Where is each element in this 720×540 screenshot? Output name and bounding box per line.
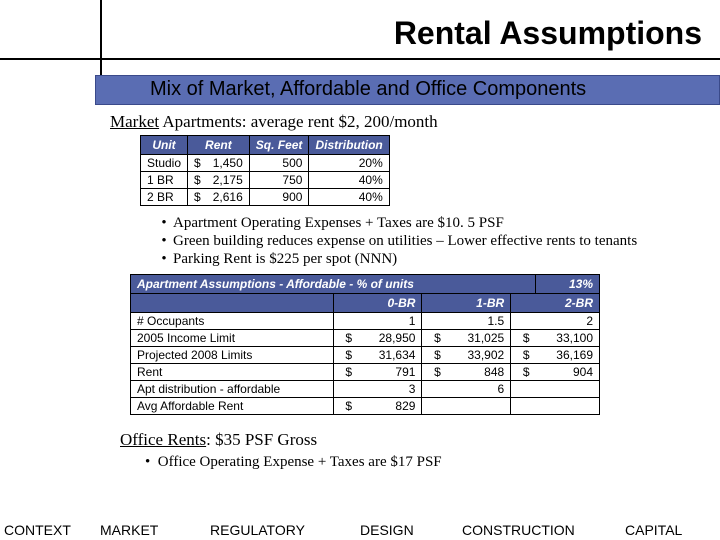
t2-header-main: Apartment Assumptions - Affordable - % o… [131,275,536,294]
bullet-icon: • [155,251,173,268]
nav-market[interactable]: MARKET [100,522,158,538]
affordable-table: Apartment Assumptions - Affordable - % o… [130,274,600,415]
bullet-icon: • [155,233,173,250]
t1-h-sqft: Sq. Feet [249,136,309,155]
table-row: Rent $791 $848 $904 [131,364,600,381]
t2-col2: 1-BR [422,294,511,313]
subtitle: Mix of Market, Affordable and Office Com… [150,78,586,101]
bullet-item: •Apartment Operating Expenses + Taxes ar… [155,215,637,232]
t2-col3: 2-BR [511,294,600,313]
market-label-underline: Market [110,112,159,131]
t2-header-pct: 13% [536,275,600,294]
horizontal-divider [0,58,720,60]
page-title: Rental Assumptions [394,15,702,52]
t1-h-dist: Distribution [309,136,389,155]
office-label-underline: Office Rents [120,430,206,449]
t2-col0 [131,294,334,313]
nav-capital[interactable]: CAPITAL [625,522,682,538]
table-row: Avg Affordable Rent $829 [131,398,600,415]
bullet-item: •Green building reduces expense on utili… [155,233,637,250]
bullet-item: •Parking Rent is $225 per spot (NNN) [155,251,637,268]
table-row: Studio $ 1,450 500 20% [141,155,390,172]
market-table: Unit Rent Sq. Feet Distribution Studio $… [140,135,390,206]
table-row: 2005 Income Limit $28,950 $31,025 $33,10… [131,330,600,347]
bullet-icon: • [145,454,158,470]
t2-col1: 0-BR [333,294,422,313]
nav-regulatory[interactable]: REGULATORY [210,522,305,538]
market-heading: Market Apartments: average rent $2, 200/… [110,112,438,132]
office-bullet: • Office Operating Expense + Taxes are $… [145,454,442,471]
office-heading: Office Rents: $35 PSF Gross [120,430,317,450]
nav-construction[interactable]: CONSTRUCTION [462,522,575,538]
t1-h-rent: Rent [188,136,250,155]
bullet-list: •Apartment Operating Expenses + Taxes ar… [155,215,637,269]
bullet-icon: • [155,215,173,232]
table-row: Apt distribution - affordable 3 6 [131,381,600,398]
vertical-divider [100,0,102,75]
table-row: 2 BR $ 2,616 900 40% [141,189,390,206]
table-row: 1 BR $ 2,175 750 40% [141,172,390,189]
table-row: # Occupants 1 1.5 2 [131,313,600,330]
nav-context[interactable]: CONTEXT [4,522,71,538]
nav-design[interactable]: DESIGN [360,522,414,538]
office-label-rest: : $35 PSF Gross [206,430,317,449]
table-row: Projected 2008 Limits $31,634 $33,902 $3… [131,347,600,364]
t1-h-unit: Unit [141,136,188,155]
market-label-rest: Apartments: average rent $2, 200/month [159,112,438,131]
